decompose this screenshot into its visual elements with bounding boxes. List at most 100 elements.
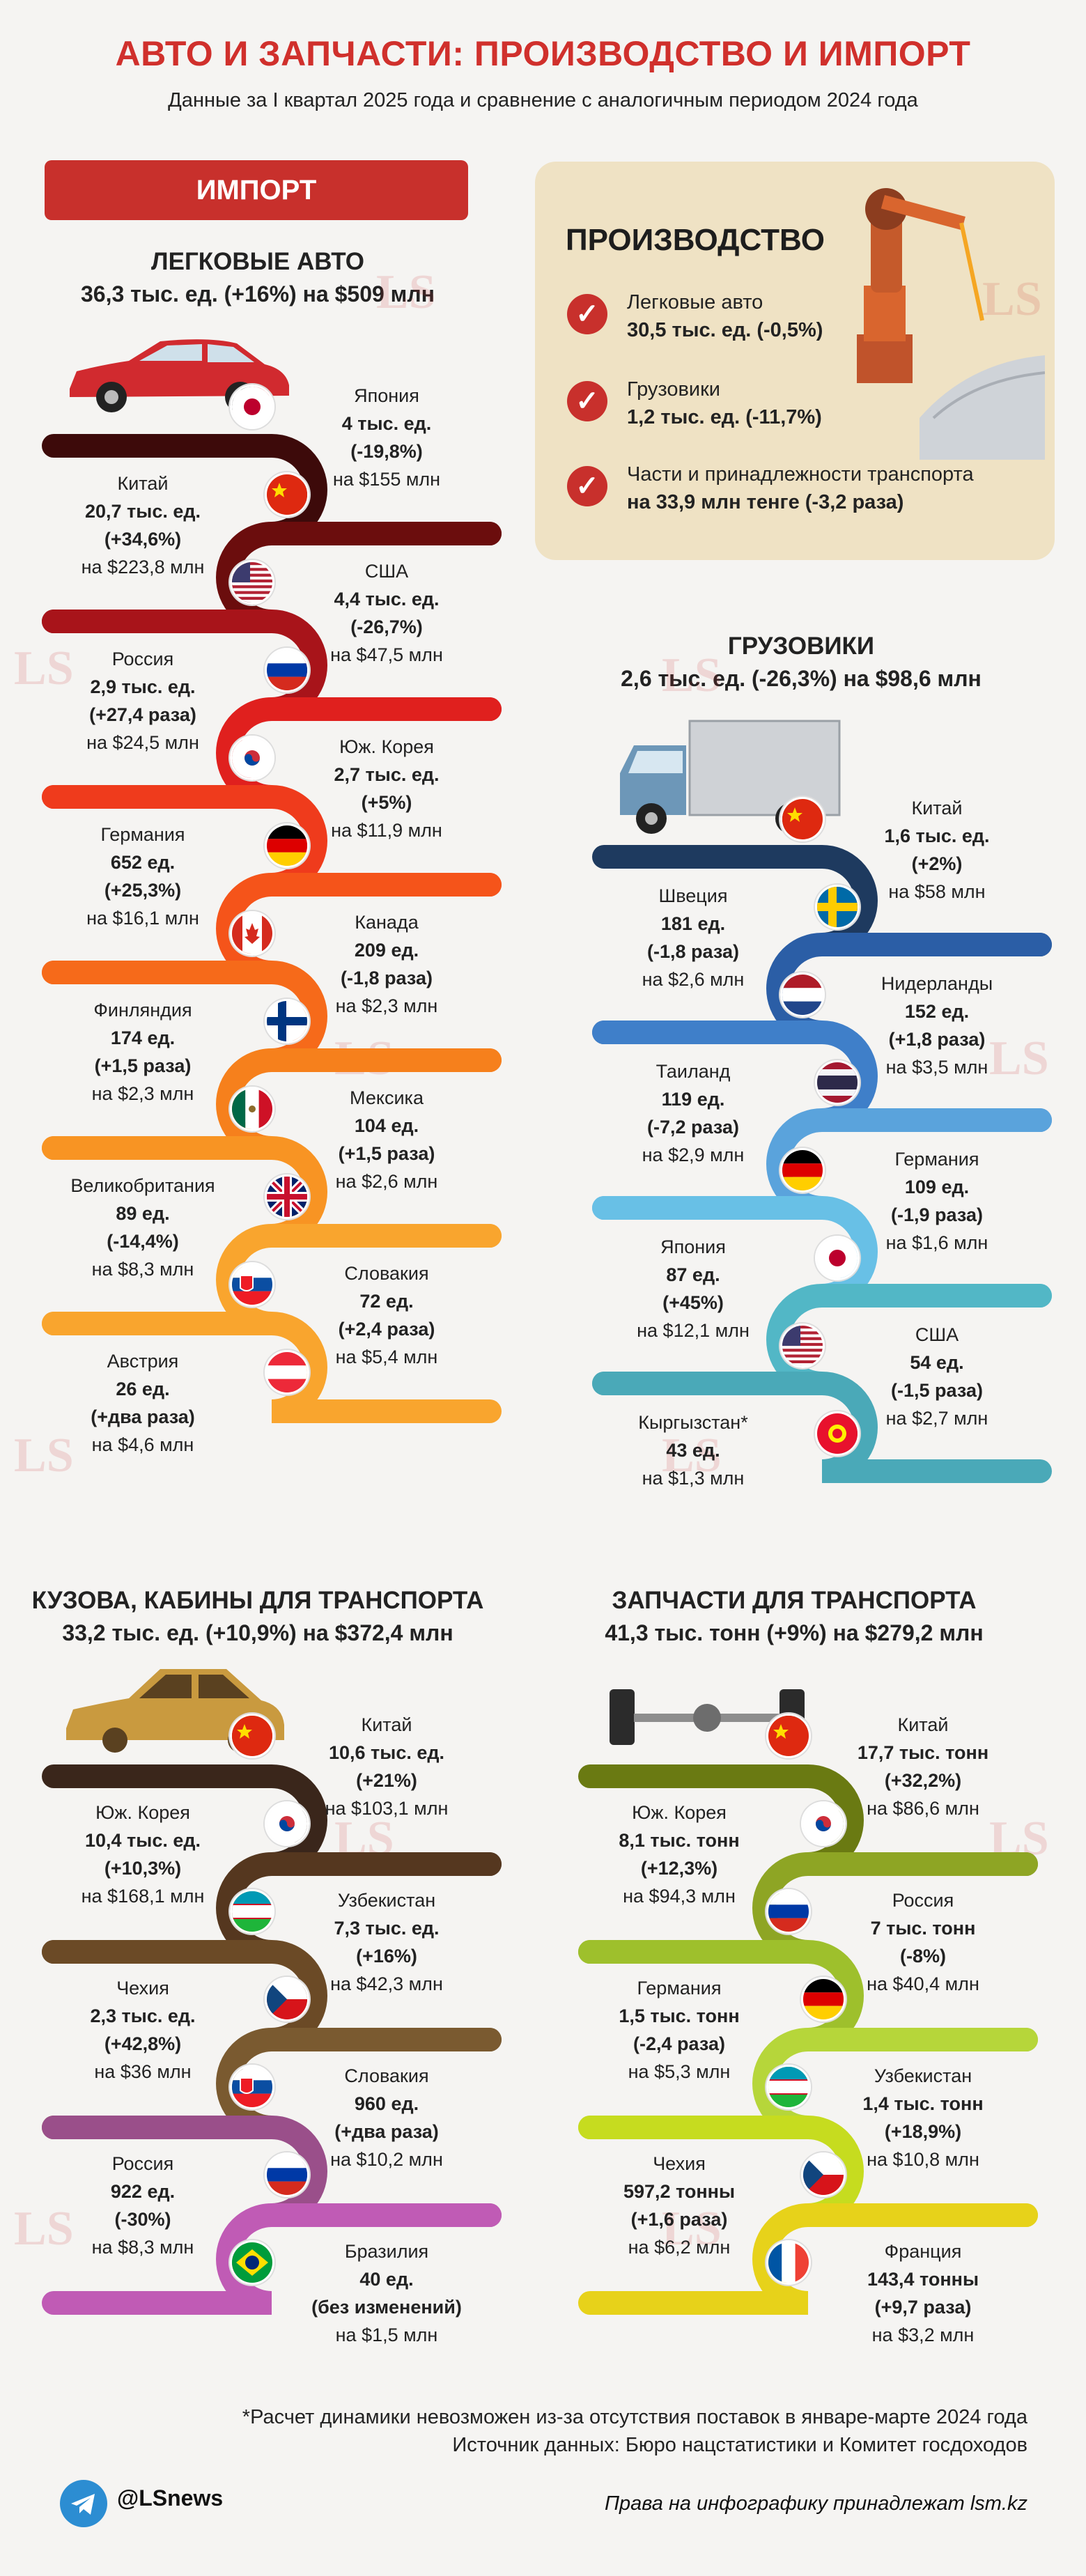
item-value: на $12,1 млн bbox=[637, 1320, 750, 1341]
watermark: LS bbox=[376, 265, 436, 319]
country-item-czech: Чехия 597,2 тонны (+1,6 раза) на $6,2 млн bbox=[585, 2150, 773, 2261]
flag-uzbekistan-icon bbox=[766, 2065, 811, 2109]
item-qty: 152 ед. bbox=[904, 1001, 970, 1022]
item-country: Германия bbox=[637, 1978, 722, 1999]
watermark: LS bbox=[14, 642, 74, 695]
parts-snake-chart bbox=[578, 1764, 1038, 2315]
item-qty: 109 ед. bbox=[904, 1177, 970, 1197]
item-delta: (+12,3%) bbox=[640, 1858, 718, 1879]
item-value: на $155 млн bbox=[332, 469, 441, 490]
item-delta: (+2,4 раза) bbox=[338, 1319, 435, 1340]
item-value: на $5,3 млн bbox=[628, 2061, 731, 2082]
item-qty: 20,7 тыс. ед. bbox=[84, 501, 201, 522]
trucks-title: ГРУЗОВИКИ bbox=[727, 633, 875, 660]
country-item-china: Китай 1,6 тыс. ед. (+2%) на $58 млн bbox=[843, 794, 1031, 906]
bodies-snake-chart bbox=[42, 1764, 502, 2315]
item-value: на $10,8 млн bbox=[867, 2149, 979, 2170]
item-value: на $3,2 млн bbox=[871, 2325, 975, 2345]
item-country: Кыргызстан* bbox=[638, 1412, 748, 1433]
country-item-germany: Германия 1,5 тыс. тонн (-2,4 раза) на $5,3 … bbox=[585, 1974, 773, 2086]
item-qty: 2,7 тыс. ед. bbox=[334, 764, 440, 785]
production-box bbox=[535, 162, 1055, 560]
item-delta: (+два раза) bbox=[91, 1406, 195, 1427]
flag-netherlands-icon bbox=[780, 972, 825, 1017]
flag-finland-icon bbox=[265, 999, 309, 1043]
item-value: на $3,5 млн bbox=[885, 1057, 988, 1078]
channel-link[interactable]: @LSnews bbox=[117, 2485, 224, 2511]
item-qty: 209 ед. bbox=[354, 940, 419, 961]
item-value: на $6,2 млн bbox=[628, 2237, 731, 2258]
item-qty: 181 ед. bbox=[660, 913, 726, 934]
item-qty: 4 тыс. ед. bbox=[341, 413, 432, 434]
item-delta: (-1,8 раза) bbox=[341, 968, 433, 988]
item-value: на $47,5 млн bbox=[330, 644, 443, 665]
item-qty: 960 ед. bbox=[354, 2093, 419, 2114]
watermark: LS bbox=[14, 2202, 74, 2256]
item-delta: (+2%) bbox=[911, 853, 963, 874]
item-value: на $11,9 млн bbox=[331, 820, 442, 841]
item-qty: 119 ед. bbox=[661, 1089, 725, 1110]
telegram-icon[interactable] bbox=[60, 2480, 107, 2527]
item-delta: (-1,8 раза) bbox=[647, 941, 739, 962]
item-qty: 89 ед. bbox=[116, 1203, 170, 1224]
country-item-canada: Канада 209 ед. (-1,8 раза) на $2,3 млн bbox=[293, 908, 481, 1020]
flag-korea-icon bbox=[230, 736, 274, 780]
item-qty: 1,6 тыс. ед. bbox=[884, 825, 990, 846]
item-country: Таиланд bbox=[656, 1061, 731, 1082]
item-country: Швеция bbox=[658, 885, 728, 906]
item-qty: 26 ед. bbox=[116, 1379, 170, 1399]
item-delta: (+5%) bbox=[361, 792, 412, 813]
check-icon: ✓ bbox=[567, 294, 607, 334]
item-country: Япония bbox=[354, 385, 419, 406]
item-country: Чехия bbox=[653, 2153, 706, 2174]
item-country: Юж. Корея bbox=[632, 1802, 727, 1823]
page-title: АВТО И ЗАПЧАСТИ: ПРОИЗВОДСТВО И ИМПОРТ bbox=[115, 34, 971, 73]
item-value: на $2,9 млн bbox=[642, 1145, 745, 1165]
cars-title: ЛЕГКОВЫЕ АВТО bbox=[151, 248, 364, 275]
country-item-brazil: Бразилия 40 ед. (без изменений) на $1,5 млн bbox=[293, 2237, 481, 2349]
flag-czech-icon bbox=[265, 1977, 309, 2022]
country-item-russia: Россия 7 тыс. тонн (-8%) на $40,4 млн bbox=[829, 1886, 1017, 1998]
item-qty: 104 ед. bbox=[354, 1115, 419, 1136]
item-delta: (+10,3%) bbox=[104, 1858, 182, 1879]
item-country: Россия bbox=[892, 1890, 954, 1911]
item-country: Юж. Корея bbox=[95, 1802, 190, 1823]
country-item-japan: Япония 87 ед. (+45%) на $12,1 млн bbox=[599, 1233, 787, 1344]
item-value: на $2,7 млн bbox=[885, 1408, 988, 1429]
parts-summary: 41,3 тыс. тонн (+9%) на $279,2 млн bbox=[605, 1620, 984, 1645]
flag-kyrgyzstan-icon bbox=[815, 1411, 860, 1456]
flag-brazil-icon bbox=[230, 2240, 274, 2285]
item-delta: (-30%) bbox=[114, 2209, 171, 2230]
item-value: на $40,4 млн bbox=[867, 1973, 979, 1994]
flag-japan-icon bbox=[815, 1236, 860, 1280]
flag-russia-icon bbox=[766, 1889, 811, 1934]
flag-china-icon bbox=[766, 1714, 811, 1758]
item-delta: (+18,9%) bbox=[884, 2121, 962, 2142]
item-qty: 597,2 тонны bbox=[623, 2181, 736, 2202]
item-value: на $42,3 млн bbox=[330, 1973, 443, 1994]
country-item-austria: Австрия 26 ед. (+два раза) на $4,6 млн bbox=[49, 1347, 237, 1459]
rights-note: Права на инфографику принадлежат lsm.kz bbox=[605, 2492, 1027, 2515]
item-qty: 4,4 тыс. ед. bbox=[334, 589, 440, 610]
item-qty: 174 ед. bbox=[110, 1027, 176, 1048]
item-value: на $94,3 млн bbox=[623, 1886, 736, 1907]
flag-sweden-icon bbox=[815, 885, 860, 929]
flag-china-icon bbox=[780, 797, 825, 841]
item-qty: 8,1 тыс. тонн bbox=[619, 1830, 740, 1851]
flag-slovakia-icon bbox=[230, 2065, 274, 2109]
country-item-germany: Германия 652 ед. (+25,3%) на $16,1 млн bbox=[49, 821, 237, 932]
item-value: на $86,6 млн bbox=[867, 1798, 979, 1819]
snake-segment bbox=[592, 1372, 1052, 1483]
flag-thailand-icon bbox=[815, 1060, 860, 1105]
item-qty: 922 ед. bbox=[110, 2181, 176, 2202]
item-country: Нидерланды bbox=[881, 973, 993, 994]
item-qty: 2,9 тыс. ед. bbox=[90, 676, 196, 697]
item-country: Чехия bbox=[116, 1978, 169, 1999]
item-value: на $2,3 млн bbox=[91, 1083, 194, 1104]
item-value: на $8,3 млн bbox=[91, 2237, 194, 2258]
bodies-title: КУЗОВА, КАБИНЫ ДЛЯ ТРАНСПОРТА bbox=[31, 1587, 484, 1614]
flag-uzbekistan-icon bbox=[230, 1889, 274, 1934]
item-delta: (+34,6%) bbox=[104, 529, 182, 550]
footnote-source: Источник данных: Бюро нацстатистики и Ко… bbox=[452, 2434, 1027, 2456]
item-value: на $1,5 млн bbox=[335, 2325, 438, 2345]
